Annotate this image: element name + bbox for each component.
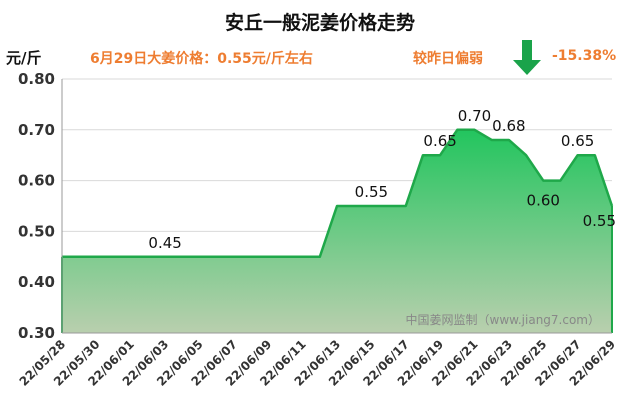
data-label: 0.70 [458,107,491,125]
y-tick-labels: 0.30 0.40 0.50 0.60 0.70 0.80 [18,70,55,342]
data-label: 0.60 [527,192,560,210]
price-note: 6月29日大姜价格：0.55元/斤左右 [90,51,313,67]
series-line [62,128,614,259]
data-label: 0.65 [561,132,594,150]
data-label: 0.45 [148,234,181,252]
compare-label: 较昨日偏弱 [413,51,483,67]
y-tick-label: 0.70 [18,121,55,139]
y-tick-label: 0.50 [18,222,55,240]
y-tick-label: 0.60 [18,172,55,190]
data-label: 0.55 [355,183,388,201]
compare-value: -15.38% [552,48,617,64]
down-arrow-icon [513,40,541,75]
y-tick-label: 0.80 [18,70,55,88]
chart-title: 安丘一般泥姜价格走势 [224,12,415,34]
axes [61,79,612,334]
y-tick-label: 0.30 [18,324,55,342]
area-fill [62,129,612,333]
data-label: 0.55 [583,212,616,230]
data-labels: 0.450.550.650.700.680.600.650.55 [148,107,616,252]
x-tick-labels: 22/05/2822/05/3022/06/0122/06/0322/06/05… [17,337,619,389]
y-axis-unit: 元/斤 [6,49,42,67]
y-tick-label: 0.40 [18,273,55,291]
data-label: 0.68 [492,117,525,135]
data-label: 0.65 [423,132,456,150]
watermark: 中国姜网监制（www.jiang7.com） [406,312,600,327]
